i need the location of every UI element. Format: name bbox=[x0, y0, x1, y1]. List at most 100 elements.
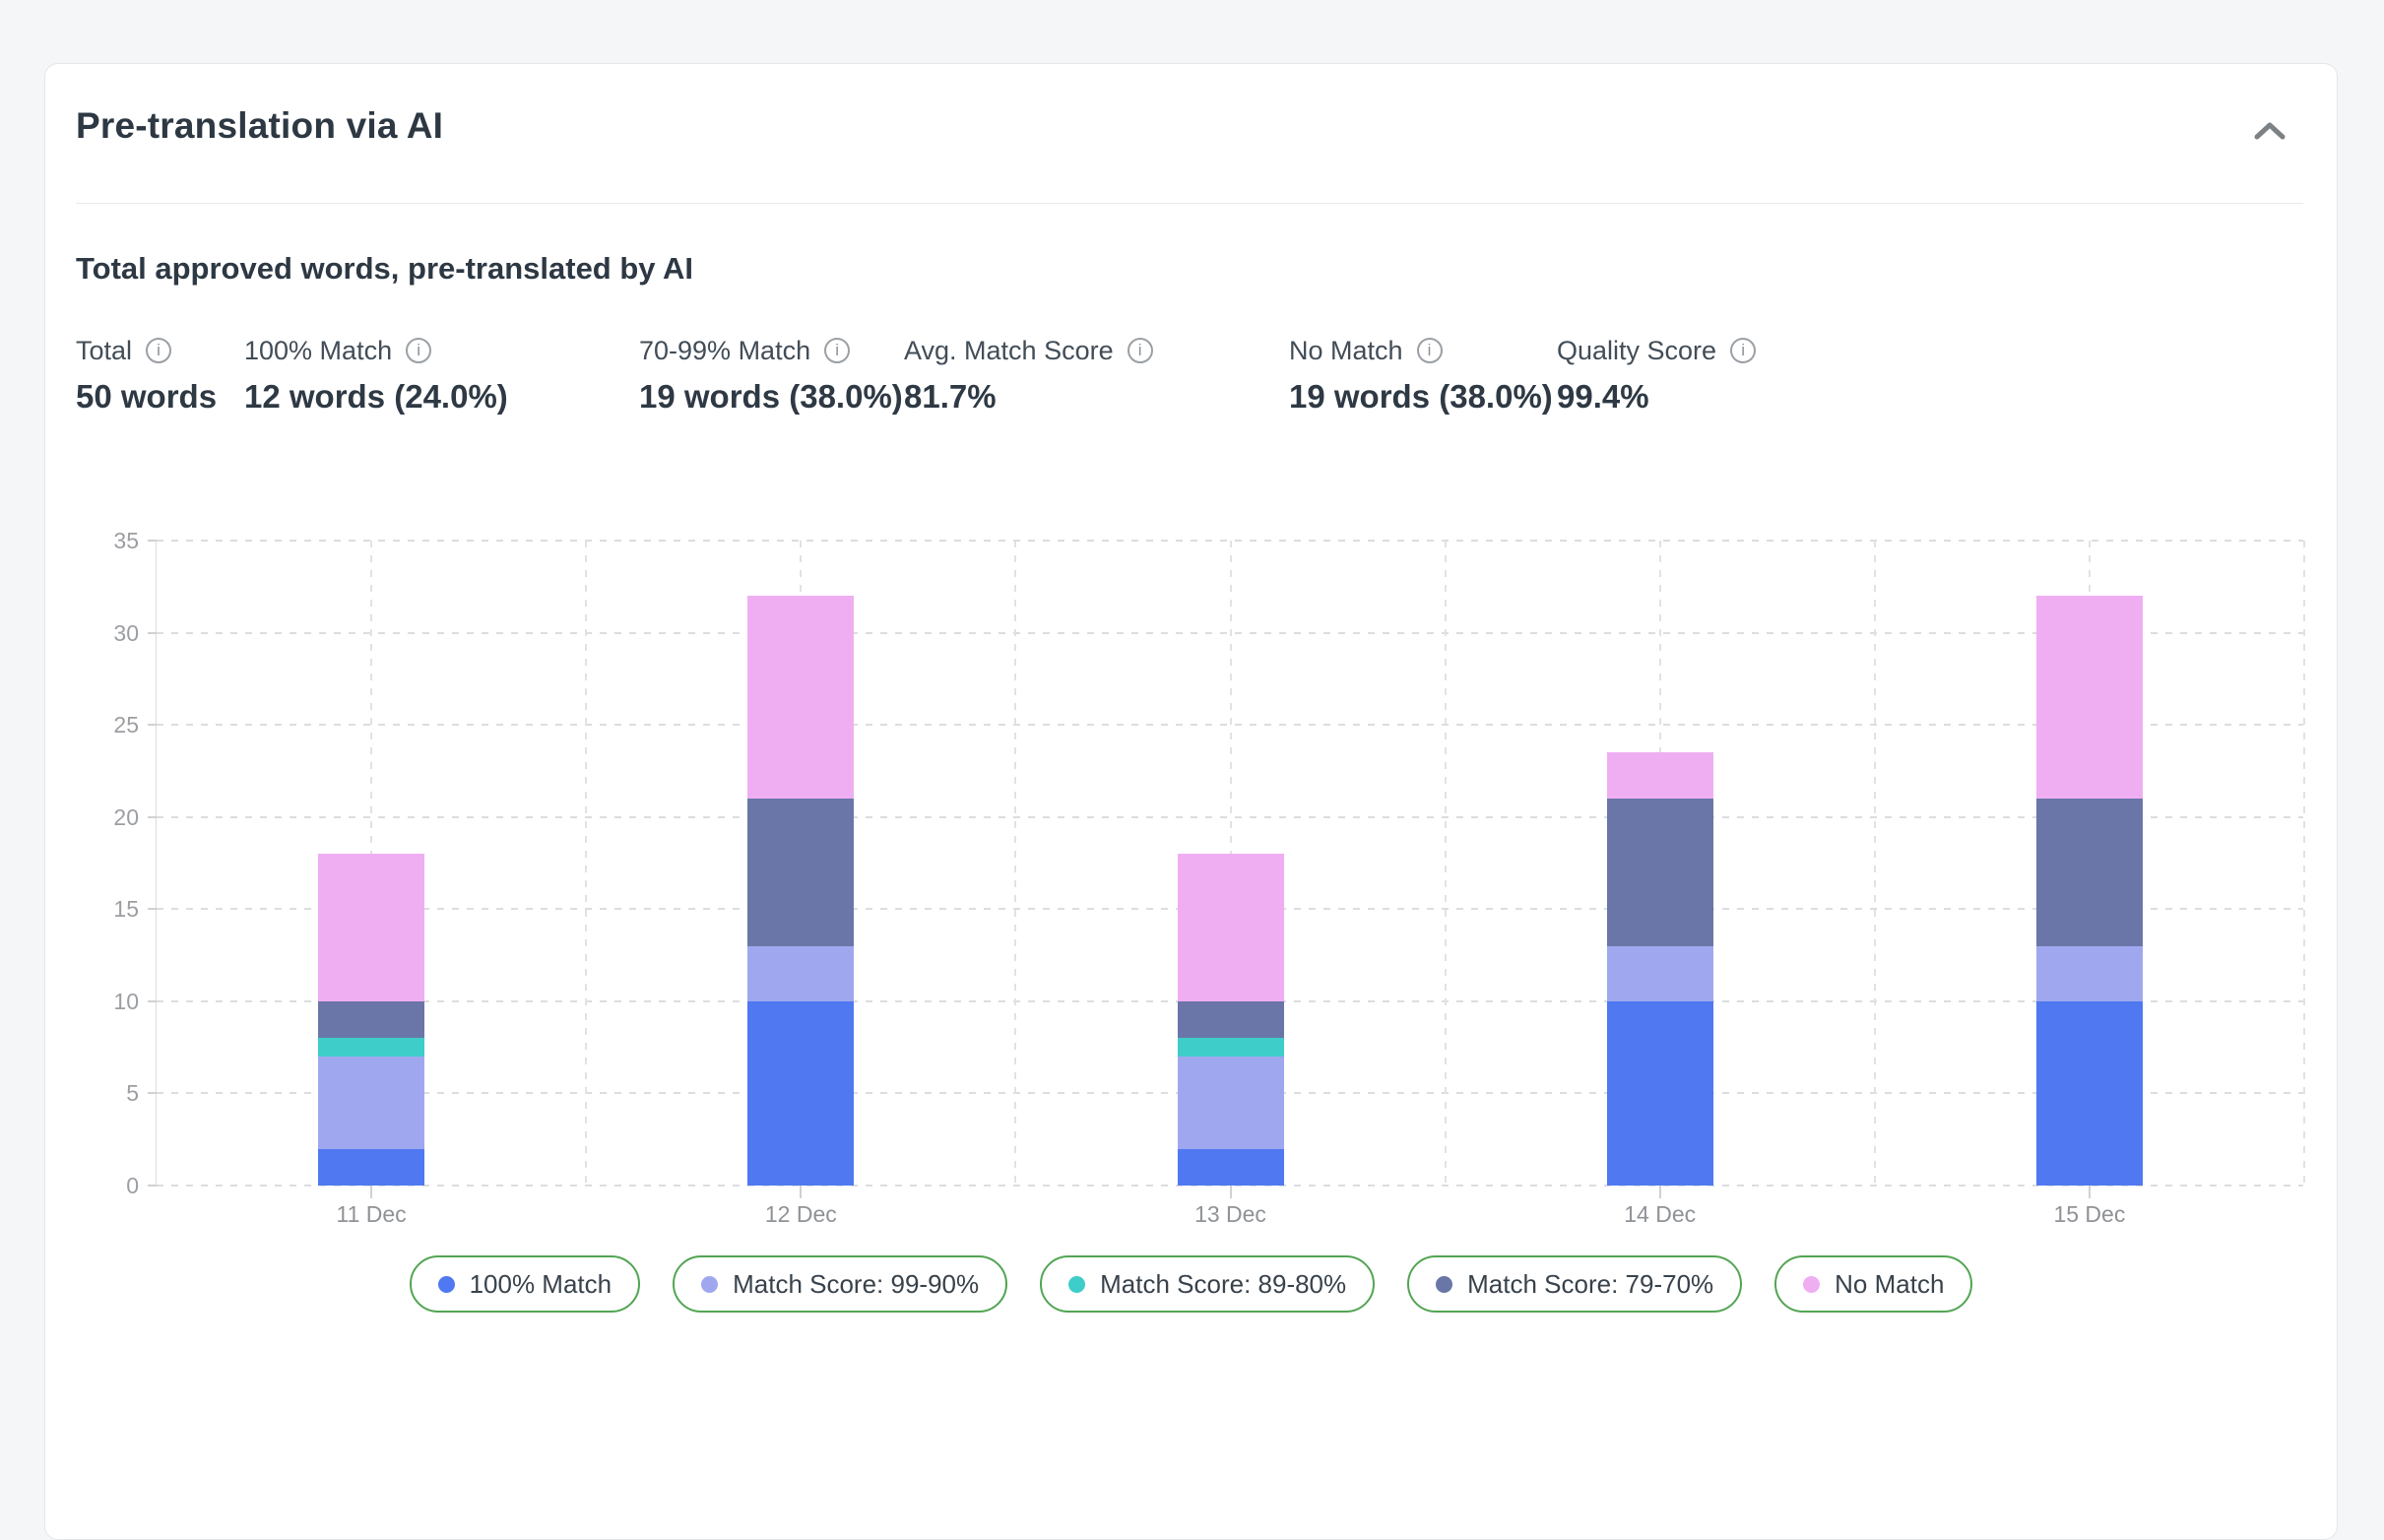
bar-segment[interactable] bbox=[318, 1057, 425, 1149]
bar-13-dec bbox=[1177, 541, 1284, 1186]
x-gridline bbox=[1873, 541, 1876, 1186]
legend-color-dot bbox=[1803, 1275, 1821, 1293]
stat-label: 70-99% Match bbox=[639, 335, 811, 365]
stacked-bar-chart: 0 5 10 15 20 25 30 35 11 Dec 12 Dec 13 Dec 14 Dec 15… bbox=[113, 528, 2305, 1227]
stat-label: Quality Score bbox=[1557, 335, 1717, 365]
bar-segment[interactable] bbox=[2035, 945, 2143, 1001]
stat-value: 50 words bbox=[76, 378, 218, 415]
stat-label: No Match bbox=[1289, 335, 1403, 365]
legend-label: Match Score: 79-70% bbox=[1467, 1268, 1714, 1299]
bar-segment[interactable] bbox=[2035, 596, 2143, 799]
legend-label: Match Score: 99-90% bbox=[733, 1268, 980, 1299]
header-divider bbox=[76, 203, 2303, 204]
x-gridline bbox=[1014, 541, 1017, 1186]
x-gridline bbox=[585, 541, 588, 1186]
stat-value: 99.4% bbox=[1557, 378, 1649, 415]
bar-segment[interactable] bbox=[1606, 752, 1713, 799]
bar-segment[interactable] bbox=[2035, 799, 2143, 946]
stat-label: Total bbox=[76, 335, 133, 365]
stat-column: 100% Match i 12 words (24.0%) bbox=[244, 334, 508, 416]
bar-segment[interactable] bbox=[747, 799, 855, 946]
y-tick bbox=[148, 724, 157, 727]
bar-segment[interactable] bbox=[747, 945, 855, 1001]
y-axis-label: 15 bbox=[113, 896, 139, 923]
stat-column: Avg. Match Score i 81.7% bbox=[904, 334, 1153, 416]
y-axis-label: 10 bbox=[113, 988, 139, 1014]
legend-item[interactable]: Match Score: 89-80% bbox=[1040, 1255, 1376, 1313]
collapse-button[interactable] bbox=[2242, 107, 2297, 155]
x-gridline bbox=[1444, 541, 1447, 1186]
bar-segment[interactable] bbox=[318, 1038, 425, 1057]
bar-segment[interactable] bbox=[1606, 799, 1713, 946]
bar-segment[interactable] bbox=[747, 596, 855, 799]
bar-12-dec bbox=[747, 541, 855, 1186]
legend-label: 100% Match bbox=[469, 1268, 612, 1299]
legend-color-dot bbox=[1436, 1275, 1453, 1293]
stat-label: 100% Match bbox=[244, 335, 393, 365]
bar-segment[interactable] bbox=[1606, 1000, 1713, 1186]
legend-item[interactable]: Match Score: 99-90% bbox=[673, 1255, 1008, 1313]
y-tick bbox=[148, 999, 157, 1002]
stat-label: Avg. Match Score bbox=[904, 335, 1114, 365]
stat-value: 19 words (38.0%) bbox=[1289, 378, 1553, 415]
bar-15-dec bbox=[2035, 541, 2143, 1186]
bar-segment[interactable] bbox=[1177, 1000, 1284, 1039]
y-tick bbox=[148, 540, 157, 542]
info-icon[interactable]: i bbox=[1127, 338, 1153, 363]
chart-legend: 100% Match Match Score: 99-90% Match Score… bbox=[45, 1255, 2337, 1313]
legend-item[interactable]: Match Score: 79-70% bbox=[1407, 1255, 1743, 1313]
y-axis-label: 20 bbox=[113, 803, 139, 830]
x-axis-label: 15 Dec bbox=[2053, 1201, 2126, 1227]
stat-column: Quality Score i 99.4% bbox=[1557, 334, 1757, 416]
info-icon[interactable]: i bbox=[1730, 338, 1757, 363]
y-axis-label: 30 bbox=[113, 619, 139, 646]
legend-color-dot bbox=[437, 1275, 455, 1293]
stat-column: 70-99% Match i 19 words (38.0%) bbox=[639, 334, 903, 416]
stat-value: 19 words (38.0%) bbox=[639, 378, 903, 415]
bar-segment[interactable] bbox=[318, 854, 425, 1001]
y-axis-label: 5 bbox=[126, 1080, 139, 1107]
stat-value: 12 words (24.0%) bbox=[244, 378, 508, 415]
stat-value: 81.7% bbox=[904, 378, 997, 415]
bar-segment[interactable] bbox=[1177, 1148, 1284, 1186]
info-icon[interactable]: i bbox=[1416, 338, 1443, 363]
legend-label: Match Score: 89-80% bbox=[1100, 1268, 1347, 1299]
bar-segment[interactable] bbox=[1177, 1038, 1284, 1057]
y-tick bbox=[148, 631, 157, 634]
x-tick bbox=[2088, 1186, 2091, 1198]
bar-segment[interactable] bbox=[2035, 1000, 2143, 1186]
bar-segment[interactable] bbox=[1606, 945, 1713, 1001]
stat-column: Total i 50 words bbox=[76, 334, 217, 416]
info-icon[interactable]: i bbox=[824, 338, 851, 363]
y-tick bbox=[148, 1185, 157, 1187]
x-tick bbox=[1658, 1186, 1661, 1198]
legend-color-dot bbox=[1068, 1275, 1086, 1293]
bar-segment[interactable] bbox=[747, 1000, 855, 1186]
y-tick bbox=[148, 1092, 157, 1095]
y-tick bbox=[148, 815, 157, 818]
x-tick bbox=[370, 1186, 373, 1198]
info-icon[interactable]: i bbox=[146, 338, 172, 363]
x-axis-label: 14 Dec bbox=[1624, 1201, 1697, 1227]
x-tick bbox=[1229, 1186, 1232, 1198]
bar-segment[interactable] bbox=[1177, 854, 1284, 1001]
info-icon[interactable]: i bbox=[406, 338, 432, 363]
section-heading: Total approved words, pre-translated by … bbox=[76, 251, 693, 286]
x-tick bbox=[800, 1186, 803, 1198]
x-axis-label: 13 Dec bbox=[1194, 1201, 1266, 1227]
chevron-up-icon bbox=[2254, 122, 2286, 140]
bar-segment[interactable] bbox=[318, 1148, 425, 1186]
legend-item[interactable]: No Match bbox=[1774, 1255, 1973, 1313]
x-gridline bbox=[2303, 541, 2305, 1186]
y-axis-label: 0 bbox=[126, 1173, 139, 1198]
legend-label: No Match bbox=[1835, 1268, 1945, 1299]
bar-11-dec bbox=[318, 541, 425, 1186]
bar-segment[interactable] bbox=[318, 1000, 425, 1039]
pretranslation-card: Pre-translation via AI Total approved wo… bbox=[44, 63, 2338, 1540]
y-axis-label: 25 bbox=[113, 712, 139, 738]
bar-14-dec bbox=[1606, 541, 1713, 1186]
card-title: Pre-translation via AI bbox=[76, 105, 444, 146]
y-axis-label: 35 bbox=[113, 528, 139, 553]
legend-item[interactable]: 100% Match bbox=[409, 1255, 641, 1313]
bar-segment[interactable] bbox=[1177, 1057, 1284, 1149]
